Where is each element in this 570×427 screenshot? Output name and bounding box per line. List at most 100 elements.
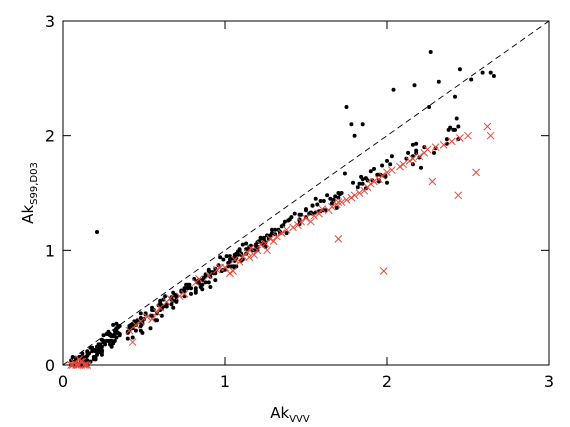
data-point-cross <box>125 326 134 335</box>
data-point-cross <box>143 312 152 321</box>
cross-stroke <box>213 265 221 274</box>
data-point-dot <box>95 346 99 351</box>
cross-stroke <box>229 267 237 275</box>
data-point-dot <box>433 146 438 151</box>
data-point-dot <box>410 142 415 147</box>
cross-stroke <box>388 166 396 174</box>
y-axis-title-base: Ak <box>19 205 37 224</box>
data-point-dot <box>70 355 75 359</box>
data-point-cross <box>243 248 252 257</box>
cross-stroke <box>405 157 414 165</box>
data-point-dot <box>318 199 323 203</box>
cross-stroke <box>355 189 364 197</box>
cross-stroke <box>143 312 152 321</box>
y-axis-title: AkS99,D03 <box>19 162 40 224</box>
data-point-dot <box>138 316 143 320</box>
x-axis: 0 1 2 3 <box>58 21 554 391</box>
cross-stroke <box>250 251 259 259</box>
data-point-dot <box>193 290 198 295</box>
data-point-cross <box>388 166 396 174</box>
data-point-dot <box>310 203 315 208</box>
x-tick-label: 1 <box>220 372 230 391</box>
reference-line-y-equals-x <box>62 20 550 366</box>
data-point-cross <box>383 168 391 177</box>
data-point-dot <box>114 321 119 326</box>
cross-stroke <box>68 361 77 369</box>
cross-stroke <box>132 321 140 329</box>
cross-stroke <box>204 271 213 280</box>
cross-stroke <box>153 308 161 317</box>
data-point-dot <box>218 255 223 260</box>
data-point-dot <box>357 181 362 186</box>
data-point-cross <box>456 134 464 142</box>
data-point-cross <box>204 271 213 280</box>
data-point-dot <box>304 215 308 220</box>
data-point-cross <box>175 292 184 301</box>
data-point-dot <box>344 105 349 109</box>
cross-stroke <box>289 223 297 232</box>
data-point-cross <box>483 122 492 131</box>
cross-stroke <box>128 338 137 346</box>
cross-stroke <box>282 225 291 234</box>
cross-stroke <box>272 232 281 241</box>
data-point-dot <box>184 282 189 287</box>
cross-stroke <box>370 177 378 186</box>
data-point-cross <box>297 217 305 226</box>
data-point-dot <box>111 322 116 327</box>
cross-stroke <box>383 168 391 177</box>
data-point-dot <box>444 137 449 142</box>
data-point-dot <box>404 156 409 161</box>
data-point-dot <box>261 235 266 240</box>
data-point-dot <box>375 172 380 177</box>
cross-stroke <box>378 171 386 180</box>
data-point-dot <box>255 244 260 249</box>
data-point-dot <box>133 328 138 333</box>
cross-stroke <box>486 131 495 140</box>
cross-stroke <box>245 253 254 262</box>
data-point-dot <box>114 335 119 340</box>
data-point-dot <box>282 219 287 224</box>
data-point-cross <box>269 237 278 246</box>
cross-stroke <box>156 303 165 312</box>
data-point-cross <box>439 140 448 149</box>
data-point-dot <box>80 351 85 356</box>
cross-stroke <box>226 269 234 278</box>
data-point-dot <box>328 196 333 201</box>
data-point-dot <box>299 212 304 217</box>
data-point-cross <box>409 154 417 163</box>
data-point-dot <box>385 180 389 185</box>
data-point-cross <box>328 202 336 211</box>
data-point-dot <box>325 193 330 198</box>
x-tick-label: 3 <box>544 372 554 391</box>
cross-stroke <box>302 214 310 223</box>
data-point-cross <box>379 267 388 275</box>
cross-stroke <box>166 294 174 303</box>
cross-stroke <box>235 257 244 266</box>
data-point-dot <box>227 259 232 264</box>
cross-stroke <box>347 193 356 202</box>
cross-stroke <box>472 168 480 177</box>
data-point-dot <box>286 218 291 223</box>
data-point-cross <box>355 189 364 197</box>
cross-stroke <box>334 198 343 207</box>
cross-stroke <box>350 191 359 200</box>
data-point-dot <box>315 202 320 207</box>
data-point-dot <box>224 254 229 259</box>
data-point-dot <box>414 141 419 146</box>
data-point-cross <box>235 257 244 266</box>
data-point-dot <box>469 77 474 82</box>
cross-stroke <box>148 315 156 323</box>
cross-stroke <box>409 154 417 163</box>
data-point-dot <box>491 74 496 78</box>
data-point-dot <box>108 342 112 347</box>
data-point-dot <box>117 332 122 336</box>
data-point-dot <box>104 338 109 343</box>
data-point-dot <box>138 328 143 333</box>
data-point-dot <box>258 235 263 240</box>
data-point-dot <box>270 231 274 236</box>
y-tick-label: 1 <box>45 241 55 260</box>
cross-stroke <box>195 275 203 283</box>
data-point-cross <box>310 212 318 220</box>
data-point-cross <box>472 168 480 177</box>
data-point-cross <box>447 137 456 146</box>
